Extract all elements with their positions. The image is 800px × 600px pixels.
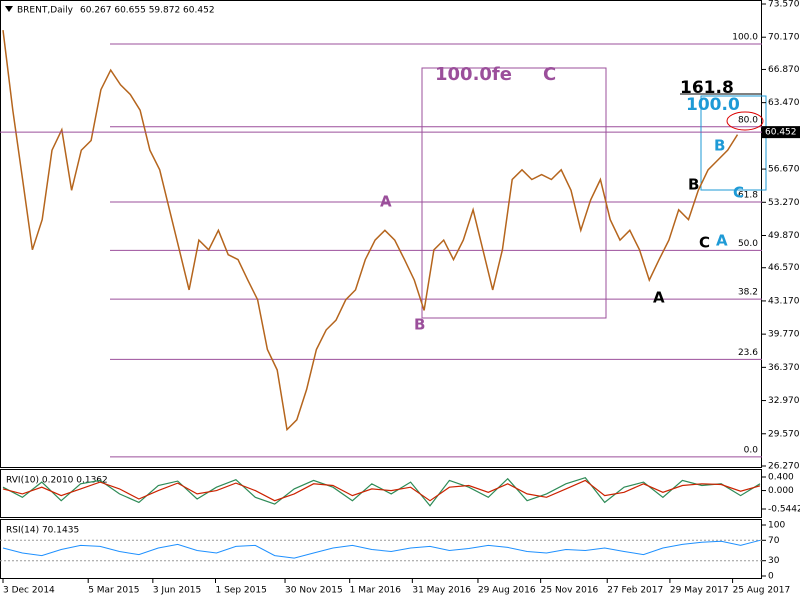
rvi-tick-label: 0.000 (768, 486, 794, 496)
annotation: B (714, 137, 725, 155)
y-tick-label: 39.770 (768, 330, 800, 340)
fib-label: 23.6 (738, 348, 758, 358)
rvi-label: RVI(10) 0.2010 0.1362 (6, 476, 108, 486)
annotation: B (414, 316, 425, 334)
y-tick-label: 43.170 (768, 296, 800, 306)
annotation: C (543, 64, 556, 85)
x-tick-label: 31 May 2016 (412, 586, 471, 596)
rsi-line (2, 539, 761, 559)
rvi-tick-label: 0.400 (768, 473, 794, 483)
y-tick-label: 70.170 (768, 33, 800, 43)
y-tick-label: 56.670 (768, 165, 800, 175)
y-tick-label: 32.970 (768, 396, 800, 406)
current-price-box (762, 126, 800, 139)
fib-label: 100.0 (732, 32, 758, 42)
annotation: A (380, 193, 392, 211)
rsi-tick-label: 70 (768, 536, 780, 546)
x-tick-label: 3 Jun 2015 (153, 586, 201, 596)
fib-label: 61.8 (738, 190, 758, 200)
x-tick-label: 27 Feb 2017 (607, 586, 663, 596)
annotation: B (688, 176, 699, 194)
annotation: A (653, 289, 665, 307)
annotation: C (699, 234, 710, 252)
y-tick-label: 73.570 (768, 0, 800, 10)
y-tick-label: 46.570 (768, 263, 800, 273)
y-tick-label: 49.870 (768, 231, 800, 241)
fib-label: 80.0 (738, 115, 758, 125)
fib-label: 50.0 (738, 239, 758, 249)
x-tick-label: 30 Nov 2015 (285, 586, 343, 596)
highlight-ellipse (726, 111, 764, 131)
y-tick-label: 63.470 (768, 98, 800, 108)
annotation: 100.0 (686, 95, 740, 115)
rvi-line (2, 477, 761, 507)
menu-icon (5, 6, 13, 12)
y-tick-label: 66.870 (768, 65, 800, 75)
fib-label: 0.0 (744, 445, 759, 455)
y-tick-label: 29.570 (768, 429, 800, 439)
wave-box-blue (700, 95, 767, 191)
annotation: C (733, 184, 744, 202)
rsi-tick-label: 30 (768, 556, 780, 566)
rsi-tick-label: 0 (768, 572, 774, 582)
chart-title: BRENT,Daily (17, 6, 74, 16)
wave-box (421, 67, 607, 319)
fib-label: 38.2 (738, 288, 758, 298)
rsi-label: RSI(14) 70.1435 (6, 526, 79, 536)
x-tick-label: 25 Nov 2016 (541, 586, 599, 596)
main-panel (0, 0, 762, 468)
current-price: 60.452 (765, 128, 797, 138)
rvi-panel (0, 469, 762, 518)
rsi-panel (0, 519, 762, 579)
y-tick-label: 53.270 (768, 198, 800, 208)
price-line (2, 30, 739, 432)
rsi-tick-label: 100 (768, 521, 785, 531)
annotation: A (716, 232, 728, 250)
x-tick-label: 29 May 2017 (670, 586, 729, 596)
fib-group: 100.080.061.850.038.223.60.0 (110, 32, 762, 458)
annotation: 100.0fe (435, 64, 512, 85)
y-tick-label: 36.370 (768, 363, 800, 373)
x-tick-label: 25 Aug 2017 (733, 586, 791, 596)
annotation: 161.8 (680, 78, 734, 98)
x-tick-label: 29 Aug 2016 (478, 586, 536, 596)
x-tick-label: 5 Mar 2015 (88, 586, 139, 596)
y-tick-label: 26.270 (768, 462, 800, 472)
rvi-tick-label: -0.5442 (768, 505, 800, 515)
plot-group (2, 30, 739, 432)
x-tick-label: 1 Mar 2016 (350, 586, 402, 596)
x-tick-label: 3 Dec 2014 (3, 586, 55, 596)
x-tick-label: 1 Sep 2015 (216, 586, 267, 596)
rvi-line (2, 479, 761, 502)
ohlc: 60.267 60.655 59.872 60.452 (80, 6, 215, 16)
